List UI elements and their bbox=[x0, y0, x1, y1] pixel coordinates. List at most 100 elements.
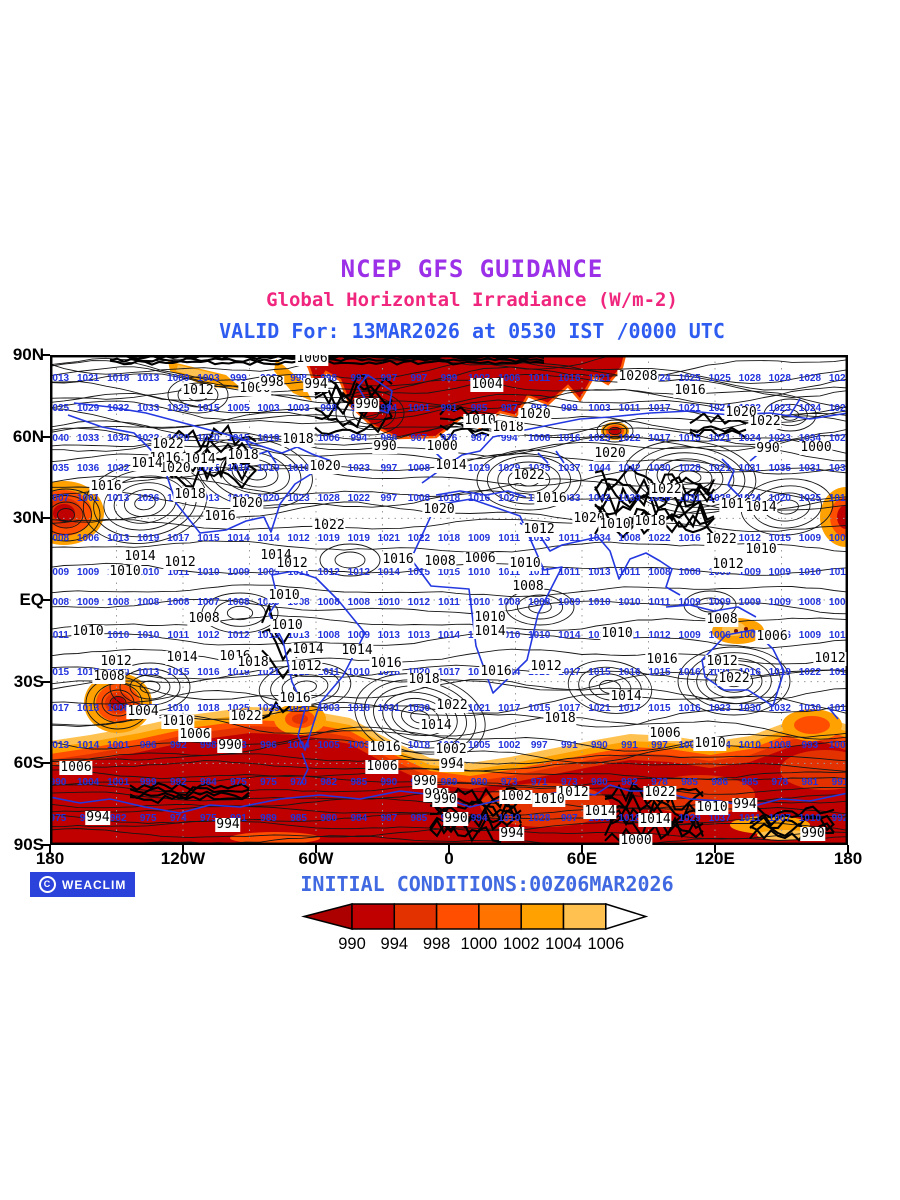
dense-contour-patch bbox=[749, 822, 835, 837]
grid-point-value: 975 bbox=[140, 813, 157, 824]
grid-point-value: 1013 bbox=[107, 493, 130, 504]
grid-point-value: 1017 bbox=[648, 433, 671, 444]
contour-value-label: 1010 bbox=[600, 626, 634, 641]
grid-point-value: 1023 bbox=[829, 433, 848, 444]
grid-point-value: 1012 bbox=[408, 597, 431, 608]
grid-point-value: 1025 bbox=[167, 403, 190, 414]
grid-point-value: 1013 bbox=[137, 373, 160, 384]
contour-value-label: 1020 bbox=[308, 459, 342, 474]
grid-point-value: 1025 bbox=[678, 373, 701, 384]
grid-point-value: 1029 bbox=[77, 403, 100, 414]
grid-point-value: 992 bbox=[170, 740, 187, 751]
grid-point-value: 1028 bbox=[678, 463, 701, 474]
dense-contour-patch bbox=[594, 494, 715, 523]
grid-point-value: 1013 bbox=[378, 630, 401, 641]
grid-point-value: 1011 bbox=[528, 567, 550, 578]
contour-value-label: 1010 bbox=[463, 413, 497, 428]
contour-value-label: 1016 bbox=[368, 740, 402, 755]
grid-point-value: 1030 bbox=[799, 703, 822, 714]
grid-point-value: 1018 bbox=[438, 533, 461, 544]
grid-point-value: 1020 bbox=[287, 703, 310, 714]
isobar-line bbox=[49, 373, 849, 398]
dense-contour-patch bbox=[261, 628, 298, 662]
grid-point-value: 1008 bbox=[107, 597, 130, 608]
grid-point-value: 1020 bbox=[197, 433, 220, 444]
grid-point-value: 1005 bbox=[739, 630, 762, 641]
grid-point-value: 1009 bbox=[709, 597, 732, 608]
closed-isobar-system bbox=[177, 382, 219, 408]
contour-value-label: 1010 bbox=[508, 556, 542, 571]
grid-point-value: 990 bbox=[50, 777, 67, 788]
coastline bbox=[537, 452, 549, 464]
contour-value-label: 1008 bbox=[92, 669, 126, 684]
contour-label-layer: 1006 1012 1000 998 994 990 1004 10208 1016 990 100… bbox=[50, 355, 848, 845]
grid-point-value: 986 bbox=[140, 740, 157, 751]
contour-value-label: 990 bbox=[443, 811, 469, 826]
contour-value-label: 990 bbox=[354, 397, 380, 412]
contour-value-label: 1014 bbox=[183, 452, 217, 467]
closed-isobar-system bbox=[528, 600, 552, 614]
grid-point-value: 1015 bbox=[648, 703, 671, 714]
closed-isobar-system bbox=[596, 419, 634, 443]
dense-contour-patch bbox=[129, 790, 250, 800]
grid-point-value: 1030 bbox=[408, 703, 431, 714]
grid-point-value: 1021 bbox=[588, 703, 611, 714]
contour-value-label: 10208 bbox=[617, 369, 659, 384]
south-low-blob bbox=[794, 716, 830, 734]
grid-point-value: 1010 bbox=[107, 630, 130, 641]
lat-axis-label: 60S bbox=[13, 753, 44, 773]
grid-point-value: 1014 bbox=[227, 533, 250, 544]
contour-value-label: 1012 bbox=[289, 659, 323, 674]
grid-point-value: 1028 bbox=[769, 373, 792, 384]
grid-point-value: 1008 bbox=[648, 567, 671, 578]
grid-point-value: 1008 bbox=[498, 597, 521, 608]
grid-point-value: 1001 bbox=[678, 740, 701, 751]
grid-point-value: 1017 bbox=[498, 703, 521, 714]
grid-point-value: 1003 bbox=[318, 703, 341, 714]
grid-point-value: 1012 bbox=[227, 630, 250, 641]
grid-point-value: 1016 bbox=[197, 667, 220, 678]
grid-point-value: 1014 bbox=[257, 533, 280, 544]
isobar-line bbox=[49, 775, 849, 788]
grid-point-value: 994 bbox=[350, 433, 367, 444]
contour-value-label: 1012 bbox=[711, 557, 745, 572]
grid-point-value: 1001 bbox=[107, 740, 130, 751]
coastline bbox=[435, 490, 527, 498]
grid-point-value: 1039 bbox=[618, 493, 641, 504]
grid-point-value: 1016 bbox=[558, 373, 581, 384]
grid-point-value: 982 bbox=[320, 777, 337, 788]
grid-point-value: 1015 bbox=[197, 463, 220, 474]
colorbar-left-arrow bbox=[301, 903, 353, 930]
coastline bbox=[665, 604, 757, 618]
grid-point-value: 1010 bbox=[829, 630, 848, 641]
dense-contour-patch bbox=[439, 427, 490, 443]
grid-point-value: 1010 bbox=[167, 703, 190, 714]
grid-point-value: 1026 bbox=[137, 493, 160, 504]
colorbar-tick-label: 1004 bbox=[545, 935, 582, 953]
grid-point-value: 1011 bbox=[167, 567, 189, 578]
closed-isobar-system bbox=[507, 467, 551, 493]
grid-point-value: 1003 bbox=[197, 373, 220, 384]
grid-point-value: 1018 bbox=[438, 493, 461, 504]
contour-value-label: 1006 bbox=[295, 355, 329, 366]
contour-value-label: 1022 bbox=[649, 482, 683, 497]
grid-point-value: 1011 bbox=[829, 667, 848, 678]
grid-point-value: 1002 bbox=[498, 740, 521, 751]
dense-contour-patch bbox=[314, 416, 393, 436]
grid-point-value: 991 bbox=[441, 403, 458, 414]
grid-point-value: 1019 bbox=[348, 533, 371, 544]
contour-value-label: 994 bbox=[215, 817, 241, 832]
sw-pacific-blob bbox=[734, 629, 738, 633]
grid-point-value: 1006 bbox=[498, 373, 521, 384]
grid-point-value: 998 bbox=[320, 403, 337, 414]
grid-point-value: 1004 bbox=[77, 777, 100, 788]
grid-point-value: 1001 bbox=[107, 777, 130, 788]
closed-isobar-system bbox=[608, 426, 622, 436]
grid-point-value: 1008 bbox=[50, 597, 70, 608]
contour-value-label: 1018 bbox=[173, 487, 207, 502]
contour-value-label: 1006 bbox=[755, 629, 789, 644]
grid-point-value: 1011 bbox=[498, 567, 520, 578]
grid-point-value: 992 bbox=[832, 813, 848, 824]
grid-point-value: 1036 bbox=[77, 463, 100, 474]
grid-point-value: 1017 bbox=[558, 667, 581, 678]
